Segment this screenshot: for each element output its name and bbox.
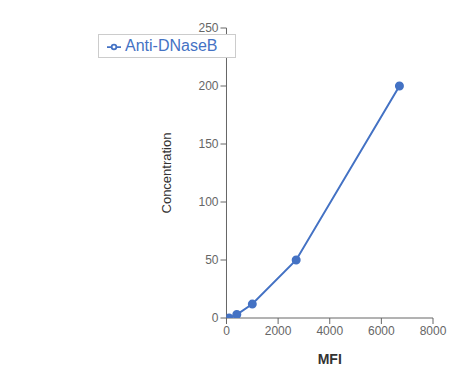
svg-text:0: 0 <box>223 324 230 338</box>
svg-text:200: 200 <box>198 79 218 93</box>
svg-text:250: 250 <box>198 21 218 35</box>
svg-text:50: 50 <box>205 253 219 267</box>
svg-text:2000: 2000 <box>265 324 292 338</box>
html-text:Anti-DNaseB: Anti-DNaseB <box>125 37 218 54</box>
svg-text:150: 150 <box>198 137 218 151</box>
svg-text:100: 100 <box>198 195 218 209</box>
svg-text:4000: 4000 <box>316 324 343 338</box>
svg-text:6000: 6000 <box>368 324 395 338</box>
svg-text:Concentration: Concentration <box>159 133 174 214</box>
svg-text:MFI: MFI <box>318 351 342 367</box>
svg-text:8000: 8000 <box>420 324 447 338</box>
svg-text:0: 0 <box>212 311 219 325</box>
